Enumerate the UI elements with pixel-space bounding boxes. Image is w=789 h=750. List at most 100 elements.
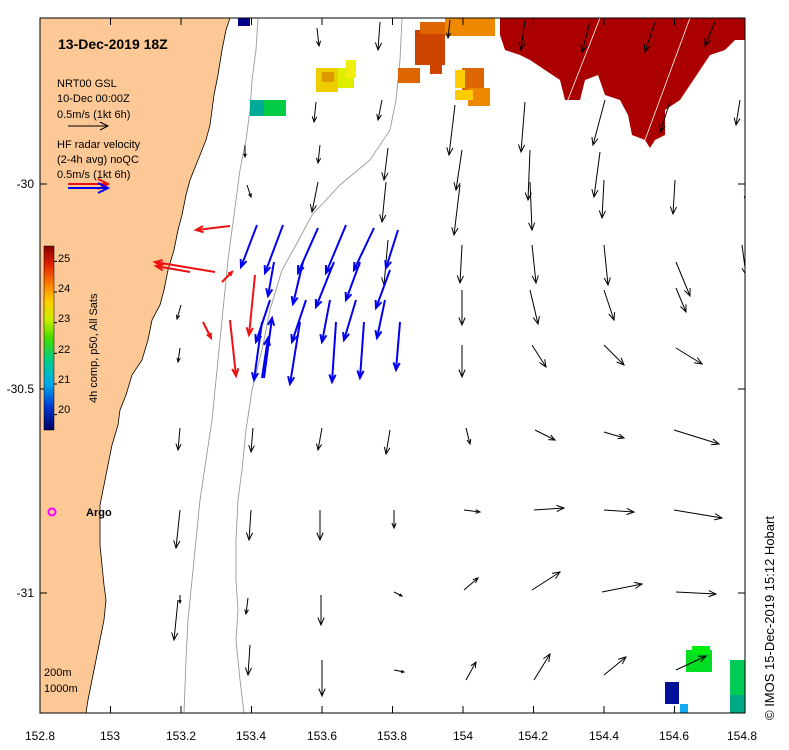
model-arrow — [171, 599, 179, 642]
radar-arrow-blue — [263, 224, 284, 276]
x-tick-label: 153.6 — [307, 729, 337, 743]
model-arrow — [178, 595, 182, 605]
colorbar-tick-label: 25 — [58, 253, 70, 265]
isobath-1000m — [235, 18, 403, 713]
radar-arrow-blue — [239, 224, 258, 270]
radar-arrow-blue — [265, 261, 275, 299]
model-arrow — [374, 21, 383, 52]
map-title: 13-Dec-2019 18Z — [58, 36, 168, 52]
x-tick-label: 153.4 — [236, 729, 266, 743]
model-arrow — [393, 591, 404, 597]
axis-ticks — [39, 18, 746, 713]
model-legend-line2: 10-Dec 00:00Z — [57, 93, 130, 105]
radar-arrow-blue — [374, 299, 386, 341]
model-arrow — [446, 104, 456, 157]
model-arrow — [381, 147, 389, 182]
radar-arrow-blue — [314, 261, 335, 310]
radar-arrow-red — [245, 274, 256, 338]
colorbar-tick-label: 20 — [58, 404, 70, 416]
sst-pixels — [238, 18, 745, 713]
model-arrow — [603, 344, 625, 366]
radar-arrow-red — [193, 225, 231, 234]
isobath-legend: 200m 1000m — [44, 667, 78, 695]
model-arrow — [675, 261, 691, 298]
model-arrow — [533, 652, 551, 681]
model-arrow — [315, 27, 322, 48]
model-arrow — [531, 244, 539, 285]
model-arrow — [603, 507, 636, 516]
model-arrow — [315, 144, 322, 165]
x-tick-label: 152.8 — [25, 729, 55, 743]
radar-arrow-blue — [290, 299, 307, 345]
model-legend-line1: NRT00 GSL — [57, 78, 117, 90]
radar-arrow-red — [202, 321, 213, 341]
radar-arrow-blue — [319, 299, 331, 345]
colorbar-gradient — [43, 245, 55, 431]
x-tick-label: 154 — [453, 729, 473, 743]
model-arrow — [317, 595, 325, 627]
model-arrow — [675, 347, 704, 365]
model-arrow — [528, 181, 536, 232]
model-arrow — [458, 345, 466, 379]
model-arrow — [741, 244, 745, 275]
sst-contour-lines — [559, 18, 691, 141]
model-arrow — [463, 577, 479, 591]
x-tick-label: 153.2 — [166, 729, 196, 743]
radar-legend: HF radar velocity (2-4h avg) noQC 0.5m/s… — [57, 139, 141, 194]
model-arrow — [658, 101, 671, 134]
argo-float-marker — [47, 507, 57, 517]
argo-label: Argo — [86, 507, 112, 519]
model-arrow — [531, 571, 562, 591]
y-tick-label: -30.5 — [7, 382, 35, 396]
radar-arrow-blue — [324, 224, 347, 276]
x-tick-label: 154.4 — [589, 729, 619, 743]
x-axis-tick-labels: 152.8 153 153.2 153.4 153.6 153.8 154 15… — [25, 729, 757, 743]
model-arrow — [318, 660, 326, 698]
model-arrow — [451, 184, 461, 237]
radar-arrow-blue — [342, 299, 357, 343]
model-arrow — [673, 509, 724, 521]
radar-legend-line1: HF radar velocity — [57, 139, 141, 151]
model-arrow — [603, 656, 627, 676]
model-current-vectors — [171, 19, 745, 698]
model-arrow — [316, 427, 323, 452]
model-arrow — [591, 99, 606, 147]
model-arrow — [733, 99, 741, 127]
model-arrow — [465, 660, 477, 681]
radar-legend-line2: (2-4h avg) noQC — [57, 154, 139, 166]
model-arrow — [603, 244, 611, 287]
colorbar-tick-label: 21 — [58, 374, 70, 386]
radar-arrow-blue — [374, 269, 391, 311]
model-arrow — [598, 179, 606, 220]
model-arrow — [456, 244, 464, 285]
model-arrow — [669, 179, 677, 216]
radar-arrow-red — [153, 263, 191, 273]
y-axis-tick-labels: -30 -30.5 -31 — [7, 177, 35, 600]
model-arrow — [465, 427, 472, 446]
model-arrow — [591, 151, 601, 199]
model-arrow — [311, 101, 318, 124]
colorbar-tick-label: 22 — [58, 344, 70, 356]
colorbar-tick-marks — [54, 260, 57, 416]
model-arrow — [518, 101, 526, 154]
isobath-label: 1000m — [44, 683, 78, 695]
model-arrow — [463, 509, 482, 514]
model-arrow — [376, 99, 383, 122]
sst-colorbar: 25 24 23 22 21 20 4h comp, p50, All Sats — [43, 245, 100, 431]
radar-arrow-blue — [250, 321, 263, 383]
model-arrow — [309, 181, 319, 214]
model-arrow — [744, 290, 745, 292]
model-arrow — [453, 149, 463, 192]
radar-arrow-blue — [352, 227, 375, 273]
model-arrow — [458, 290, 466, 327]
model-arrow — [704, 21, 716, 48]
radar-legend-line3: 0.5m/s (1kt 6h) — [57, 169, 130, 181]
model-arrow — [675, 590, 718, 598]
radar-arrow-blue — [384, 229, 399, 271]
colorbar-title: 4h comp, p50, All Sats — [88, 293, 100, 403]
model-arrow — [531, 344, 547, 369]
model-arrow — [393, 669, 406, 674]
model-arrow — [245, 509, 254, 542]
y-tick-label: -30 — [17, 177, 35, 191]
model-arrow — [383, 429, 391, 456]
